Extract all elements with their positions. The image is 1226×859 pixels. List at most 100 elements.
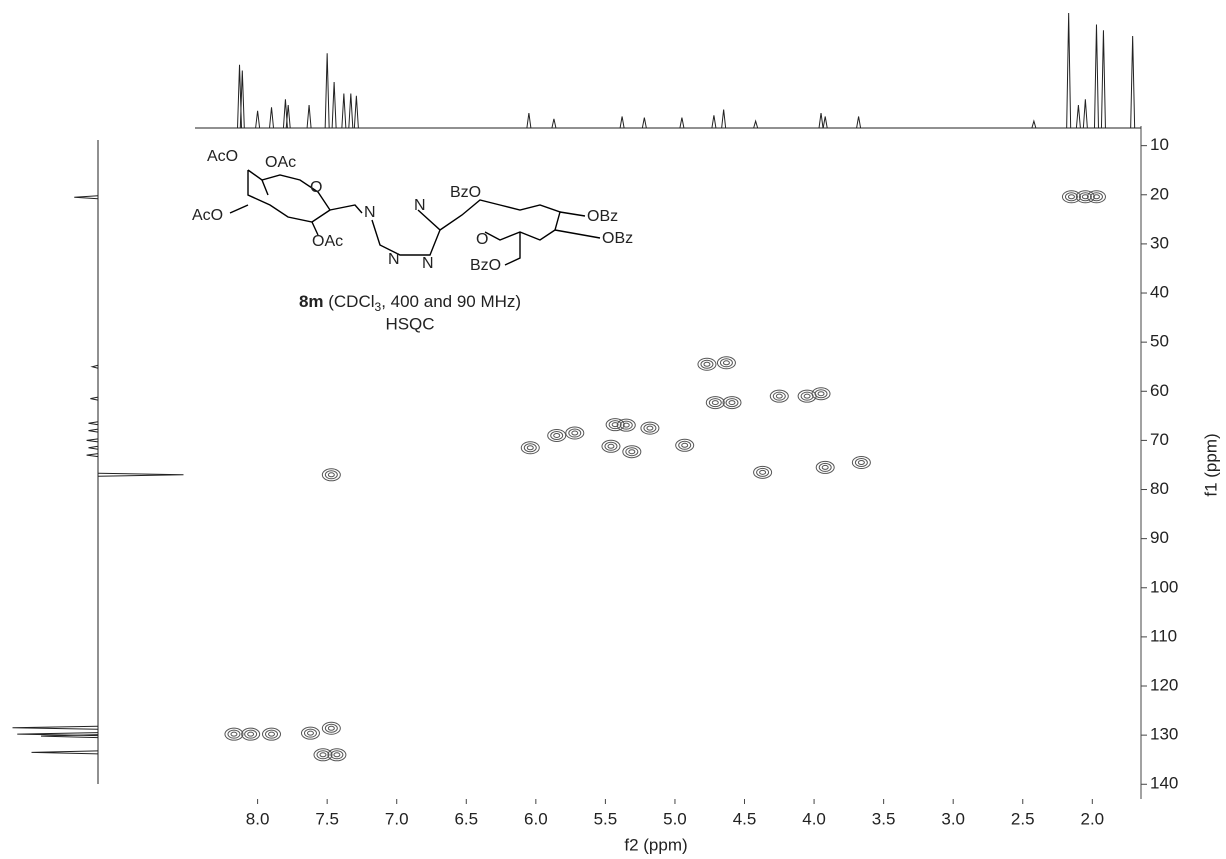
contour-ring bbox=[619, 420, 633, 430]
bond bbox=[439, 199, 561, 241]
contour-ring bbox=[759, 469, 767, 475]
contour-ring bbox=[814, 389, 828, 399]
contour-ring bbox=[703, 361, 711, 367]
contour-ring bbox=[316, 750, 330, 760]
contour-ring bbox=[265, 729, 279, 739]
projection-peak bbox=[1031, 119, 1037, 129]
projection-peak bbox=[88, 421, 99, 426]
projection-peak bbox=[90, 396, 99, 401]
contour-ring bbox=[1081, 194, 1089, 200]
projection-peak bbox=[348, 93, 354, 129]
x-tick-label: 2.5 bbox=[1011, 809, 1035, 828]
contour-ring bbox=[571, 430, 579, 436]
contour-ring bbox=[608, 420, 622, 430]
projection-peak bbox=[641, 117, 647, 129]
y-tick-label: 100 bbox=[1150, 577, 1178, 596]
structure-label: OAc bbox=[265, 154, 296, 171]
projection-peak bbox=[1075, 104, 1081, 129]
projection-peak bbox=[341, 93, 347, 129]
structure-label: OAc bbox=[312, 233, 343, 250]
projection-peak bbox=[97, 472, 184, 477]
contour-ring bbox=[725, 398, 739, 408]
contour-ring bbox=[333, 752, 341, 758]
contour-ring bbox=[319, 752, 327, 758]
cross-peak bbox=[520, 441, 540, 455]
projection-peak bbox=[74, 195, 99, 200]
projection-peak bbox=[88, 428, 99, 433]
contour-ring bbox=[700, 359, 714, 369]
projection-peak bbox=[822, 116, 828, 129]
contour-ring bbox=[604, 441, 618, 451]
contour-ring bbox=[550, 430, 564, 440]
projection-peak bbox=[90, 364, 99, 369]
contour-ring bbox=[821, 464, 829, 470]
bond bbox=[229, 204, 249, 214]
annotation-part: (CDCl bbox=[324, 292, 375, 311]
projection-peak bbox=[88, 445, 99, 450]
y-tick-label: 50 bbox=[1150, 332, 1169, 351]
contour-ring bbox=[306, 730, 314, 736]
cross-peak bbox=[601, 439, 621, 453]
contour-ring bbox=[553, 432, 561, 438]
cross-peak bbox=[1075, 190, 1095, 204]
contour-ring bbox=[803, 393, 811, 399]
contour-ring bbox=[772, 391, 786, 401]
structure-label: N bbox=[422, 255, 434, 272]
contour-ring bbox=[1064, 192, 1078, 202]
cross-peak bbox=[675, 438, 695, 452]
bond bbox=[371, 209, 441, 256]
projection-peak bbox=[1066, 12, 1072, 129]
cross-peak bbox=[753, 465, 773, 479]
contour-ring bbox=[568, 428, 582, 438]
cross-peak bbox=[640, 421, 660, 435]
x-tick-label: 6.5 bbox=[454, 809, 478, 828]
annotation-part: 3 bbox=[375, 300, 382, 314]
structure-label: N bbox=[388, 251, 400, 268]
bond bbox=[559, 211, 586, 217]
contour-ring bbox=[622, 422, 630, 428]
y-tick-label: 110 bbox=[1150, 626, 1177, 645]
structure-label: N bbox=[364, 204, 376, 221]
projection-peak bbox=[1100, 30, 1106, 129]
contour-ring bbox=[327, 725, 335, 731]
contour-ring bbox=[681, 442, 689, 448]
structure-label: BzO bbox=[450, 184, 481, 201]
contour-ring bbox=[324, 723, 338, 733]
cross-peak bbox=[300, 726, 320, 740]
contour-ring bbox=[818, 462, 832, 472]
structure-labels: AcO OAc O AcO OAc N N N N BzO OBz OBz O … bbox=[192, 148, 633, 274]
contour-ring bbox=[854, 458, 868, 467]
cross-peak bbox=[565, 426, 585, 440]
structure-label: AcO bbox=[207, 148, 238, 165]
contour-ring bbox=[230, 731, 238, 737]
contour-ring bbox=[523, 443, 537, 453]
cross-peak bbox=[697, 357, 717, 371]
cross-peak bbox=[321, 721, 341, 735]
y-tick-label: 80 bbox=[1150, 479, 1169, 498]
projection-peak bbox=[526, 112, 532, 129]
structure-label: O bbox=[476, 231, 488, 248]
contour-ring bbox=[678, 440, 692, 450]
contour-ring bbox=[1092, 194, 1100, 200]
contour-ring bbox=[330, 750, 344, 760]
projection-peak bbox=[12, 725, 99, 730]
contour-ring bbox=[607, 443, 615, 449]
x-tick-label: 5.5 bbox=[594, 809, 618, 828]
cross-peak bbox=[605, 418, 625, 432]
cross-peak bbox=[1061, 190, 1081, 204]
contour-ring bbox=[268, 731, 276, 737]
contour-ring bbox=[646, 425, 654, 431]
projection-peak bbox=[721, 109, 727, 129]
structure bbox=[229, 169, 601, 266]
projection-peak bbox=[818, 112, 824, 129]
y-tick-label: 10 bbox=[1150, 135, 1169, 154]
contour-ring bbox=[327, 472, 335, 478]
projection-peak bbox=[40, 734, 99, 739]
y-tick-label: 90 bbox=[1150, 528, 1169, 547]
x-tick-label: 8.0 bbox=[246, 809, 270, 828]
y-tick-label: 20 bbox=[1150, 184, 1169, 203]
cross-peak bbox=[622, 445, 642, 459]
annotation: 8m (CDCl3, 400 and 90 MHz) bbox=[299, 292, 521, 314]
projection-peak bbox=[285, 104, 291, 129]
